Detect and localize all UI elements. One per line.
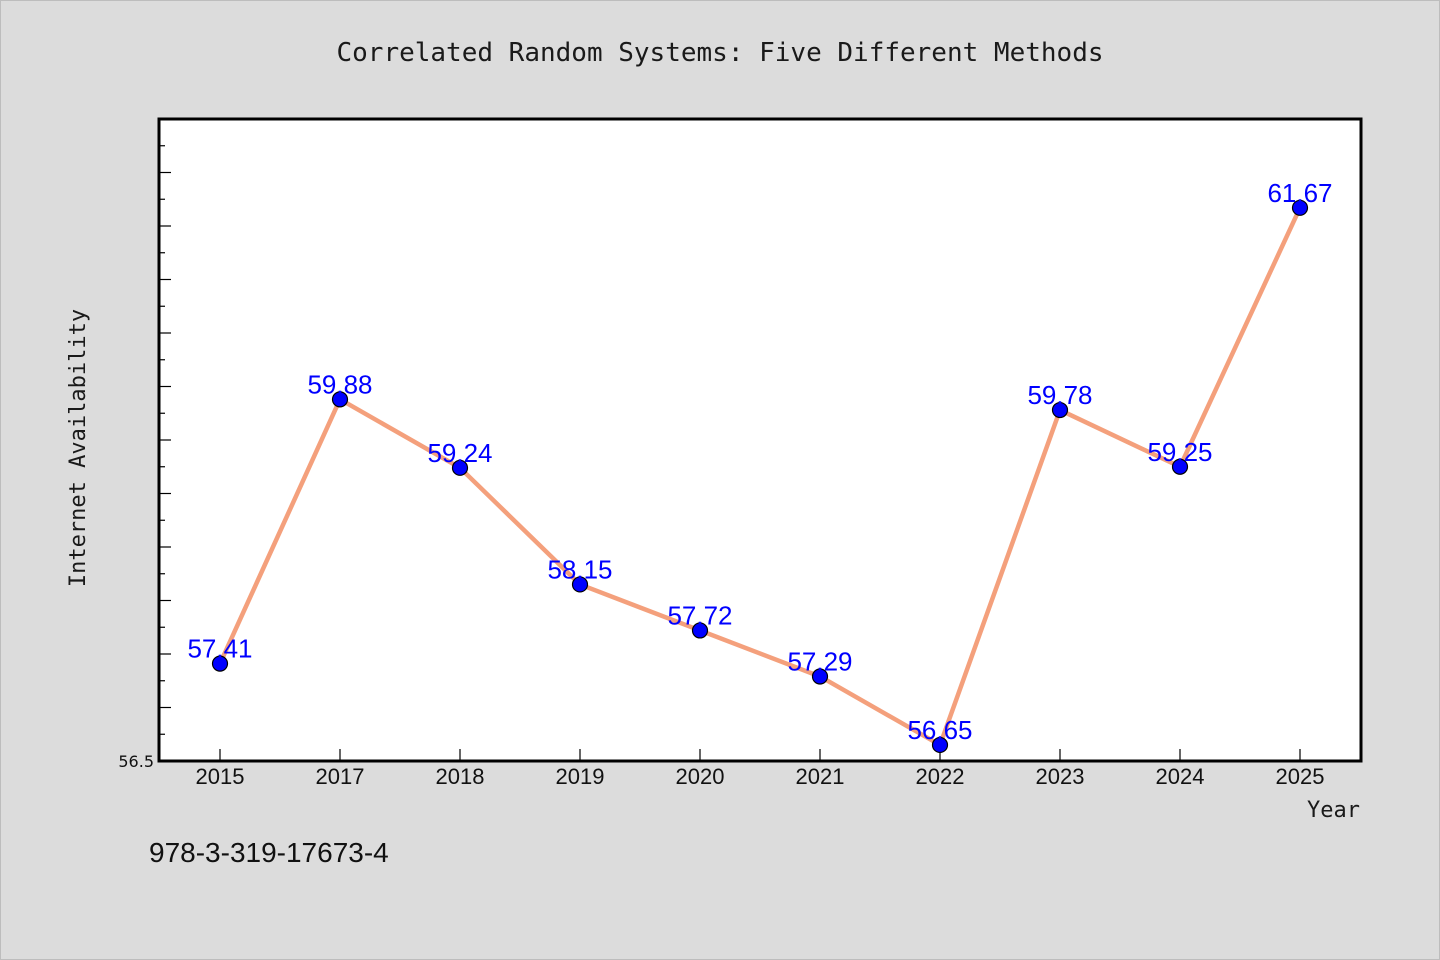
x-tick-label: 2022 (916, 764, 965, 789)
data-point (211, 655, 229, 672)
x-axis-label: Year (1307, 798, 1360, 823)
data-label: 58.15 (547, 554, 612, 584)
y-axis-ticks (159, 118, 171, 762)
data-label: 59.78 (1027, 380, 1092, 410)
series-labels-group: 57.41 59.88 59.24 58.15 57.72 57.29 56.65 59.78… (187, 178, 1332, 745)
isbn-text: 978-3-319-17673-4 (149, 837, 389, 868)
data-point (811, 668, 829, 685)
x-tick-label: 2017 (316, 764, 365, 789)
x-axis-tick-labels: 2015 2017 2018 2019 2020 2021 2022 2023 2024 2025 (196, 764, 1325, 789)
data-point (1171, 458, 1189, 475)
x-tick-label: 2021 (796, 764, 845, 789)
data-label: 59.88 (307, 369, 372, 399)
data-label: 57.72 (667, 600, 732, 630)
series-line (217, 205, 1303, 748)
series-points-group (211, 199, 1309, 754)
data-point (691, 622, 709, 639)
x-tick-label: 2015 (196, 764, 245, 789)
data-label: 59.25 (1147, 437, 1212, 467)
series-line-group (217, 205, 1303, 748)
data-point (331, 391, 349, 408)
x-axis-ticks (219, 749, 1301, 761)
data-label: 61.67 (1267, 178, 1332, 208)
chart-title: Correlated Random Systems: Five Differen… (336, 38, 1103, 68)
x-tick-label: 2025 (1276, 764, 1325, 789)
data-label: 57.41 (187, 634, 252, 664)
data-point (1051, 401, 1069, 419)
data-point (571, 576, 589, 593)
y-axis-label: Internet Availability (66, 309, 91, 587)
y-tick-label-min: 56.5 (118, 752, 154, 771)
x-tick-label: 2020 (676, 764, 725, 789)
x-tick-label: 2024 (1156, 764, 1205, 789)
x-tick-label: 2018 (436, 764, 485, 789)
data-label: 57.29 (787, 646, 852, 676)
data-label: 56.65 (907, 715, 972, 745)
x-tick-label: 2023 (1036, 764, 1085, 789)
data-point (451, 459, 469, 476)
data-point (1291, 199, 1309, 216)
data-label: 59.24 (427, 438, 492, 468)
data-point (931, 736, 949, 754)
x-tick-label: 2019 (556, 764, 605, 789)
